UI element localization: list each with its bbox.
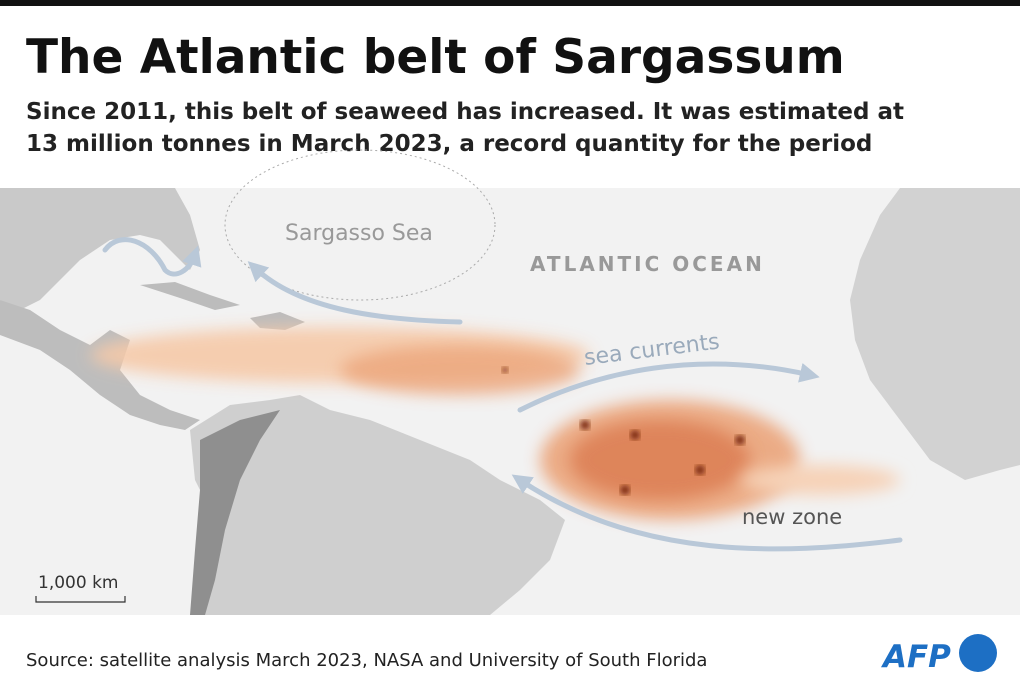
land bbox=[190, 395, 565, 615]
land bbox=[0, 188, 200, 310]
source: Source: satellite analysis March 2023, N… bbox=[26, 650, 707, 671]
subtitle-line: 13 million tonnes in March 2023, a recor… bbox=[26, 131, 872, 157]
sargasso-outline bbox=[224, 149, 496, 301]
mountains bbox=[190, 410, 280, 615]
map: Sargasso Sea ATLANTIC OCEAN sea currents… bbox=[0, 149, 1020, 615]
sargassum bbox=[90, 327, 900, 520]
land bbox=[850, 188, 1020, 480]
land bbox=[0, 300, 200, 430]
title: The Atlantic belt of Sargassum bbox=[26, 30, 845, 85]
top-bar bbox=[0, 0, 1020, 6]
current-arrows bbox=[102, 237, 903, 552]
land bbox=[140, 282, 240, 310]
land bbox=[250, 312, 305, 330]
map-label: new zone bbox=[742, 505, 842, 529]
map-label: ATLANTIC OCEAN bbox=[530, 252, 765, 276]
subtitle-line: Since 2011, this belt of seaweed has inc… bbox=[26, 99, 904, 125]
map-label: Sargasso Sea bbox=[285, 221, 433, 246]
scale-bar bbox=[35, 596, 126, 603]
logo-circle bbox=[959, 634, 997, 672]
logo: AFP bbox=[880, 639, 951, 675]
scale-label: 1,000 km bbox=[38, 573, 118, 593]
